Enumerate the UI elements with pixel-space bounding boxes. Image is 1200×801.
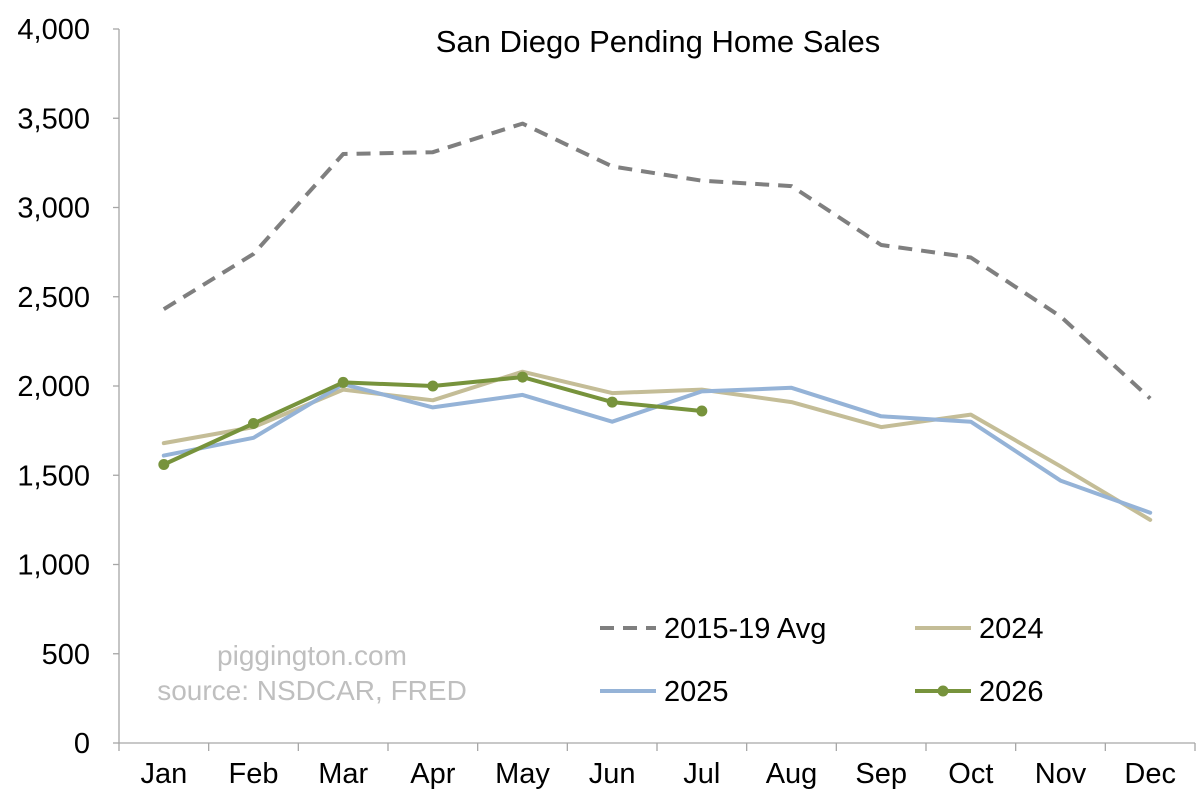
y-tick-label: 4,000	[17, 14, 90, 46]
x-tick-label: Aug	[766, 758, 818, 790]
source-annotations: piggington.com source: NSDCAR, FRED	[157, 640, 467, 706]
legend-label-2025: 2025	[664, 676, 729, 708]
y-tick-label: 0	[74, 728, 90, 760]
x-tick-label: Apr	[410, 758, 455, 790]
tick-labels: 0 500 1,000 1,500 2,000 2,500 3,000 3,500 4,000 J…	[17, 14, 1176, 790]
y-tick-label: 2,000	[17, 371, 90, 403]
x-tick-label: Dec	[1124, 758, 1176, 790]
data-point-2026	[696, 405, 708, 417]
y-tick-label: 3,500	[17, 103, 90, 135]
data-point-2026	[517, 371, 528, 383]
legend-label-2024: 2024	[979, 613, 1044, 645]
series-lines	[158, 121, 1153, 522]
x-tick-label: Jan	[140, 758, 187, 790]
y-tick-label: 3,000	[17, 193, 90, 225]
legend-label-2015-19-avg: 2015-19 Avg	[664, 613, 826, 645]
legend: 2015-19 Avg 2024 2025 2026	[600, 613, 1044, 708]
legend-marker-2026	[937, 685, 949, 697]
x-tick-label: Jun	[589, 758, 636, 790]
chart-title: San Diego Pending Home Sales	[436, 24, 881, 59]
series-line-2015-19-avg	[162, 121, 1152, 400]
y-tick-label: 1,000	[17, 550, 90, 582]
watermark-source: source: NSDCAR, FRED	[157, 675, 467, 706]
y-tick-label: 1,500	[17, 460, 90, 492]
x-tick-label: Oct	[948, 758, 993, 790]
legend-label-2026: 2026	[979, 676, 1044, 708]
x-tick-label: Feb	[229, 758, 279, 790]
x-tick-label: Mar	[318, 758, 368, 790]
data-point-2026	[606, 396, 618, 408]
x-tick-label: Jul	[683, 758, 720, 790]
data-point-2026	[248, 417, 259, 429]
x-tick-label: Sep	[855, 758, 907, 790]
series-line-2025	[161, 382, 1153, 515]
series-line-2024	[161, 369, 1153, 522]
watermark-site: piggington.com	[217, 640, 407, 671]
data-point-2026	[158, 459, 170, 471]
axes	[113, 28, 1196, 751]
y-tick-label: 2,500	[17, 282, 90, 314]
data-point-2026	[337, 376, 349, 388]
x-tick-label: Nov	[1035, 758, 1087, 790]
x-tick-label: May	[495, 758, 550, 790]
data-point-2026	[427, 380, 439, 392]
y-tick-label: 500	[42, 639, 90, 671]
